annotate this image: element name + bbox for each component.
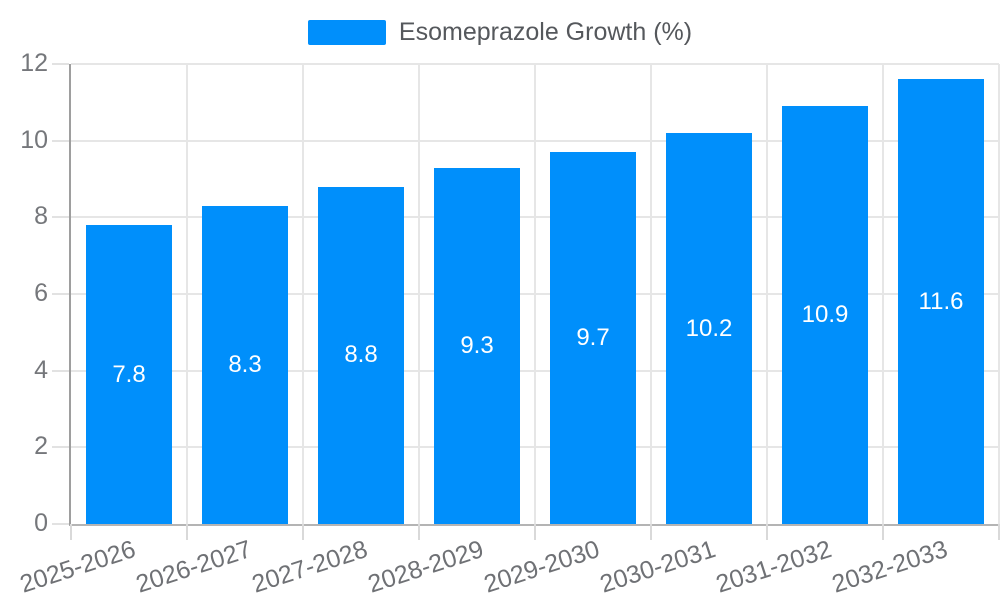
bar[interactable]: 9.3 (434, 167, 520, 524)
x-axis-tick (998, 524, 1000, 540)
x-axis-tick-label: 2029-2030 (480, 535, 604, 599)
y-axis-tick-label: 12 (20, 49, 48, 77)
bar-value-label: 7.8 (112, 360, 146, 388)
bar[interactable]: 7.8 (86, 225, 172, 524)
x-axis-tick (70, 524, 72, 540)
bar-value-label: 8.3 (228, 350, 262, 378)
y-axis-tick (52, 446, 69, 449)
x-axis-tick-label: 2031-2032 (712, 535, 836, 599)
gridline-vertical (186, 64, 188, 524)
y-axis-tick (52, 523, 69, 525)
bar[interactable]: 8.3 (202, 205, 288, 524)
bar-value-label: 8.8 (344, 341, 378, 369)
gridline-vertical (882, 64, 884, 524)
y-axis-tick (52, 216, 69, 219)
bar[interactable]: 10.9 (782, 106, 868, 524)
bar-value-label: 9.3 (460, 331, 494, 359)
bar-value-label: 10.9 (801, 301, 849, 329)
y-axis-tick-label: 4 (34, 355, 48, 384)
gridline-vertical (998, 64, 1000, 524)
legend-item[interactable]: Esomeprazole Growth (%) (0, 18, 1000, 47)
gridline-vertical (418, 64, 420, 524)
x-axis-tick-label: 2032-2033 (828, 535, 952, 599)
gridline-vertical (302, 64, 304, 524)
bar[interactable]: 9.7 (550, 152, 636, 524)
x-axis-tick (302, 524, 304, 540)
x-axis-tick-label: 2027-2028 (248, 535, 372, 599)
legend-swatch-icon (307, 20, 386, 45)
x-axis-tick (186, 524, 188, 540)
gridline-vertical (650, 64, 652, 524)
x-axis-tick (882, 524, 884, 540)
bar-value-label: 10.2 (685, 314, 733, 342)
gridline-vertical (766, 64, 768, 524)
y-axis-tick-label: 6 (34, 279, 48, 307)
x-axis-tick (534, 524, 536, 540)
y-axis-tick (52, 293, 69, 295)
x-axis-tick (766, 524, 768, 540)
bar-value-label: 9.7 (576, 324, 610, 352)
bar[interactable]: 10.2 (666, 133, 752, 524)
y-axis-tick-label: 10 (20, 125, 48, 154)
gridline-vertical (534, 64, 536, 524)
y-axis-tick-label: 2 (34, 432, 48, 461)
x-axis-tick-label: 2030-2031 (596, 535, 720, 599)
bar[interactable]: 11.6 (898, 79, 984, 524)
y-axis-tick-label: 8 (34, 202, 48, 231)
y-axis-tick (52, 369, 69, 372)
legend-label: Esomeprazole Growth (%) (398, 18, 693, 46)
plot-area: 7.8 8.3 8.8 9.3 9.7 10.2 10.9 11.6 (52, 63, 1000, 540)
bar-value-label: 11.6 (918, 287, 964, 315)
x-axis-tick (418, 524, 420, 540)
bar[interactable]: 8.8 (318, 186, 404, 524)
y-axis-tick-label: 0 (34, 509, 48, 537)
y-axis-tick (52, 139, 69, 142)
x-axis-tick-label: 2026-2027 (132, 535, 256, 599)
y-axis-tick (52, 63, 69, 65)
x-axis-tick-label: 2025-2026 (16, 535, 140, 599)
x-axis-tick-label: 2028-2029 (364, 535, 488, 599)
x-axis-tick (650, 524, 652, 540)
